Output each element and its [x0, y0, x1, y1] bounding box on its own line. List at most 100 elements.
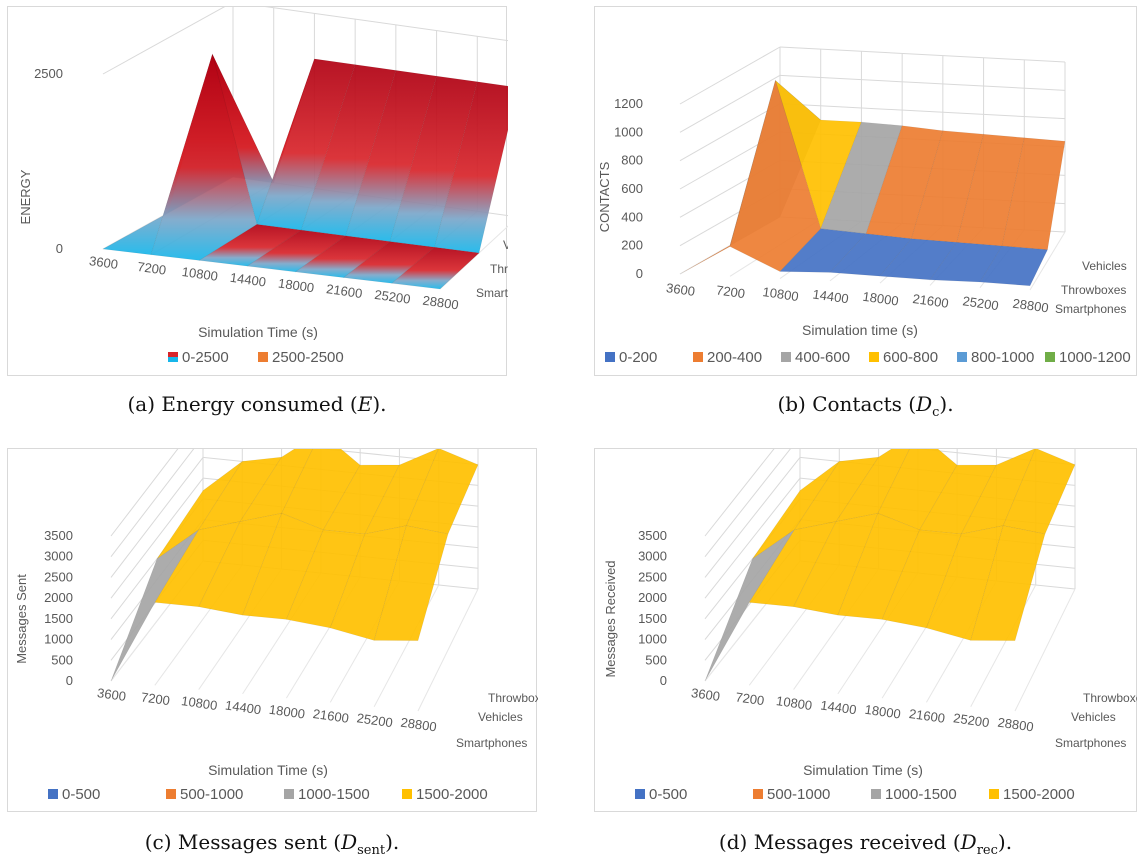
- surface-facet: [373, 525, 449, 641]
- gridline-back: [779, 46, 1066, 63]
- legend-swatch: [258, 352, 268, 362]
- legend-label: 1500-2000: [416, 786, 488, 803]
- surface-facet: [835, 449, 910, 523]
- legend-swatch: [1045, 352, 1055, 362]
- y-tick-label: 2000: [638, 590, 667, 605]
- y-tick-label: 1000: [614, 124, 643, 139]
- y-tick-label: 500: [645, 652, 667, 667]
- legend-swatch: [871, 789, 881, 799]
- depth-label: Throwboxes: [1061, 283, 1126, 297]
- x-tick-label: 25200: [374, 287, 412, 307]
- surface-facet: [1001, 137, 1066, 251]
- chart-panel-energy: 0 2500 3600 7200 10800 14400 18000 21600 25200 28…: [7, 6, 508, 376]
- x-tick-label: 21600: [908, 706, 946, 726]
- legend-label: 200-400: [707, 349, 762, 366]
- x-tick-label: 25200: [962, 293, 1000, 313]
- x-tick-label: 25200: [952, 710, 990, 730]
- legend-swatch: [168, 352, 178, 362]
- surface: [704, 449, 1076, 682]
- legend-label: 0-500: [649, 786, 687, 803]
- x-axis-title: Simulation time (s): [802, 322, 918, 338]
- y-tick-label: 2000: [44, 590, 73, 605]
- x-tick-label: 7200: [715, 282, 746, 301]
- caption-messages-sent: (c) Messages sent (Dsent).: [7, 830, 537, 858]
- chart-panel-contacts: 0 200 400 600 800 1000 1200 3600 7200 10800 14400 1…: [594, 6, 1137, 376]
- depth-labels: Smartphones Throwboxes Vehicles: [1055, 259, 1127, 316]
- legend-label: 1000-1500: [298, 786, 370, 803]
- legend: 0-500 500-1000 1000-1500 1500-2000: [635, 786, 1075, 803]
- gridline-back: [265, 7, 508, 42]
- legend-label: 600-800: [883, 349, 938, 366]
- y-tick-label: 3000: [638, 549, 667, 564]
- x-tick-label: 14400: [224, 697, 262, 717]
- y-tick-labels: 0 200 400 600 800 1000 1200: [614, 96, 643, 281]
- x-tick-label: 10800: [775, 693, 813, 713]
- depth-label: Throwboxes: [488, 691, 538, 705]
- x-axis-title: Simulation Time (s): [803, 762, 923, 778]
- y-tick-label: 1200: [614, 96, 643, 111]
- caption-end: ).: [939, 392, 954, 416]
- y-axis-title: Messages Received: [603, 560, 618, 677]
- chart-panel-messages-sent: 0 500 1000 1500 2000 2500 3000 3500 3600 7200 1080…: [7, 448, 538, 812]
- legend: 0-500 500-1000 1000-1500 1500-2000: [48, 786, 488, 803]
- legend-label: 1500-2000: [1003, 786, 1075, 803]
- legend-swatch: [869, 352, 879, 362]
- caption-end: ).: [372, 392, 387, 416]
- x-tick-label: 7200: [735, 689, 766, 708]
- surface-facet: [239, 449, 314, 523]
- depth-label: Vehicles: [478, 710, 523, 724]
- caption-subscript: c: [932, 405, 940, 420]
- x-tick-label: 7200: [140, 689, 171, 708]
- x-tick-label: 3600: [665, 280, 696, 299]
- caption-text: (d) Messages received (: [718, 830, 961, 854]
- legend-label: 0-500: [62, 786, 100, 803]
- legend-swatch: [781, 352, 791, 362]
- x-tick-label: 28800: [1012, 296, 1050, 316]
- x-tick-label: 18000: [864, 702, 902, 722]
- legend-swatch: [753, 789, 763, 799]
- y-axis-title: ENERGY: [18, 169, 33, 224]
- gridline-back: [779, 74, 1066, 91]
- depth-label: Smartphones: [1055, 736, 1126, 750]
- gridline-side: [704, 449, 775, 537]
- x-tick-label: 28800: [400, 715, 438, 735]
- x-axis-title: Simulation Time (s): [208, 762, 328, 778]
- y-tick-label: 1000: [44, 632, 73, 647]
- x-tick-labels: 3600 7200 10800 14400 18000 21600 25200 28800: [690, 685, 1034, 734]
- legend-swatch: [605, 352, 615, 362]
- gridline-side: [110, 449, 179, 537]
- y-tick-labels: 0 500 1000 1500 2000 2500 3000 3500: [638, 528, 667, 688]
- gridline-side: [704, 477, 801, 599]
- x-tick-labels: 3600 7200 10800 14400 18000 21600 25200 28800: [665, 280, 1049, 315]
- depth-label: Vehicles: [503, 238, 508, 252]
- y-tick-label: 0: [636, 266, 643, 281]
- legend-label: 0-2500: [182, 349, 229, 366]
- gridline-side: [110, 457, 204, 578]
- y-tick-label: 0: [66, 673, 73, 688]
- y-tick-label: 500: [51, 652, 73, 667]
- x-tick-label: 3600: [690, 685, 721, 704]
- gridline-floor: [417, 588, 479, 712]
- legend-swatch: [957, 352, 967, 362]
- caption-messages-received: (d) Messages received (Drec).: [594, 830, 1137, 858]
- x-tick-label: 21600: [312, 706, 350, 726]
- depth-labels: Smartphones Vehicles Throwboxes: [456, 691, 538, 750]
- legend-label: 800-1000: [971, 349, 1034, 366]
- gridline-side: [704, 449, 791, 558]
- y-tick-label: 3500: [44, 528, 73, 543]
- surface: [679, 79, 1066, 287]
- legend-swatch: [402, 789, 412, 799]
- y-tick-label: 2500: [34, 66, 63, 81]
- y-tick-labels: 0 2500: [34, 66, 63, 256]
- x-tick-label: 18000: [862, 289, 900, 309]
- y-tick-label: 0: [56, 241, 63, 256]
- depth-label: Throwboxes: [1083, 691, 1137, 705]
- caption-energy: (a) Energy consumed (E).: [7, 392, 507, 416]
- messages-received-surface-chart: 0 500 1000 1500 2000 2500 3000 3500 3600 7200 1080…: [603, 449, 1137, 803]
- surface: [110, 449, 479, 682]
- x-tick-label: 18000: [268, 702, 306, 722]
- gridline-side: [679, 46, 781, 105]
- x-tick-label: 3600: [96, 685, 127, 704]
- caption-text: (c) Messages sent (: [144, 830, 342, 854]
- legend-label: 1000-1200: [1059, 349, 1131, 366]
